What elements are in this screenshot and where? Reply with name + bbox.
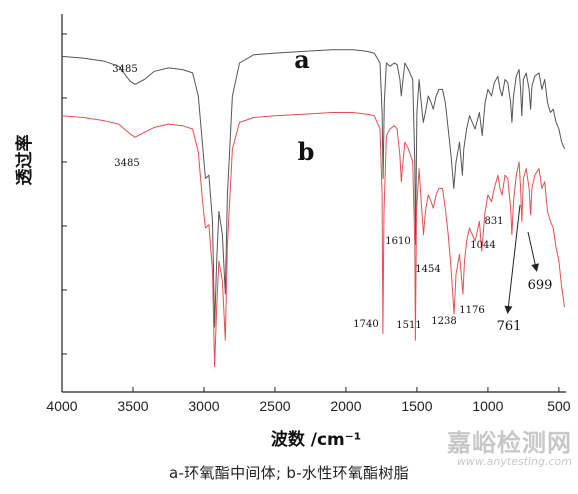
plot-area bbox=[61, 49, 566, 368]
peak-label: 1044 bbox=[470, 240, 495, 251]
x-tick-label: 2500 bbox=[259, 398, 290, 414]
watermark: 嘉峪检测网 www.anytesting.com bbox=[447, 430, 572, 468]
peak-label: 3485 bbox=[112, 64, 137, 75]
axes: 4000 3500 3000 2500 2000 1500 1000 500 bbox=[46, 14, 571, 414]
series-label-a: a bbox=[294, 45, 310, 74]
x-tick-label: 3000 bbox=[188, 398, 219, 414]
series-label-b: b bbox=[298, 137, 315, 166]
x-tick-label: 500 bbox=[547, 398, 571, 414]
peak-label: 699 bbox=[528, 278, 553, 293]
ftir-chart: 4000 3500 3000 2500 2000 1500 1000 500 a b 3485 34… bbox=[14, 14, 571, 450]
peak-label: 1610 bbox=[385, 236, 410, 247]
peak-label: 761 bbox=[497, 319, 522, 334]
x-axis-title: 波数 /cm⁻¹ bbox=[271, 429, 361, 450]
x-tick-label: 1000 bbox=[472, 398, 503, 414]
peak-label: 1454 bbox=[415, 264, 440, 275]
series-line-b bbox=[61, 112, 566, 368]
peak-label: 1511 bbox=[396, 320, 421, 331]
peak-label: 3485 bbox=[114, 158, 139, 169]
x-tick-label: 4000 bbox=[46, 398, 77, 414]
y-axis-title: 透过率 bbox=[14, 135, 35, 186]
peak-label: 831 bbox=[484, 216, 503, 227]
x-tick-label: 2000 bbox=[330, 398, 361, 414]
peak-label: 1238 bbox=[431, 316, 456, 327]
x-tick-label: 1500 bbox=[401, 398, 432, 414]
x-tick-label: 3500 bbox=[117, 398, 148, 414]
series-line-a bbox=[61, 49, 566, 328]
watermark-url: www.anytesting.com bbox=[456, 455, 572, 468]
figure-caption: a-环氧酯中间体; b-水性环氧酯树脂 bbox=[168, 464, 410, 482]
peak-label: 1740 bbox=[353, 319, 378, 330]
arrow-699 bbox=[527, 231, 540, 272]
arrow-761 bbox=[504, 204, 521, 314]
watermark-text: 嘉峪检测网 bbox=[447, 429, 572, 457]
peak-label: 1176 bbox=[459, 305, 484, 316]
